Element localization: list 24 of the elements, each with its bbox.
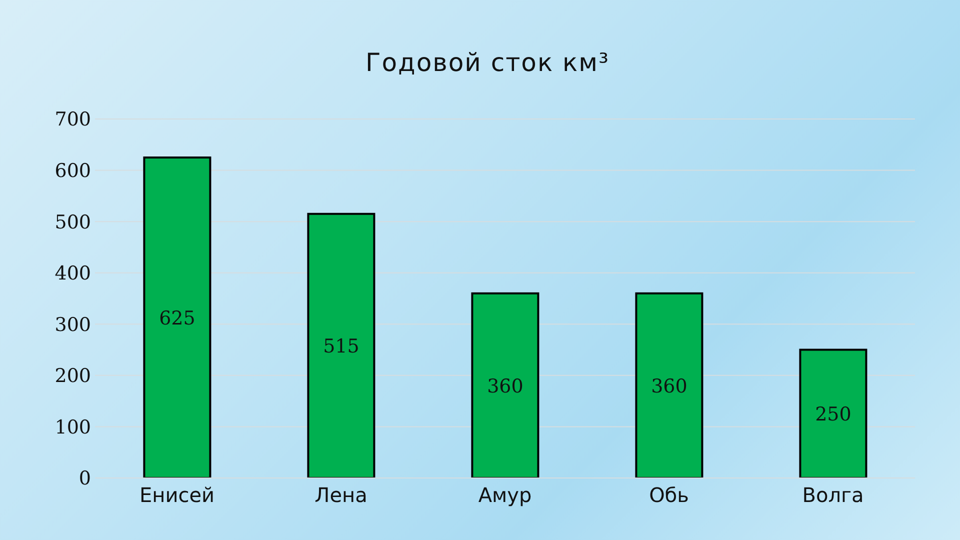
y-tick-label: 100 (54, 416, 91, 438)
x-tick-label: Амур (478, 483, 532, 508)
data-label: 625 (159, 307, 196, 330)
bar (635, 292, 704, 478)
y-tick-label: 700 (54, 108, 91, 131)
data-label: 250 (815, 404, 852, 426)
chart-title: Годовой сток км³ (364, 48, 610, 77)
y-tick-label: 600 (54, 160, 91, 182)
y-tick-label: 200 (54, 365, 91, 388)
y-tick-label: 300 (54, 314, 91, 336)
y-tick-label: 400 (54, 262, 91, 285)
x-tick-label: Лена (314, 483, 368, 508)
x-tick-label: Енисей (139, 483, 215, 508)
bar (307, 212, 376, 478)
data-label: 515 (323, 336, 360, 358)
data-label: 360 (487, 375, 524, 398)
bar (471, 292, 540, 478)
x-tick-label: Обь (649, 483, 689, 508)
y-tick-label: 500 (54, 211, 91, 234)
x-tick-label: Волга (802, 483, 864, 508)
y-tick-label: 0 (78, 468, 91, 490)
bar (143, 156, 212, 478)
bar (799, 348, 868, 478)
data-label: 360 (651, 375, 688, 398)
